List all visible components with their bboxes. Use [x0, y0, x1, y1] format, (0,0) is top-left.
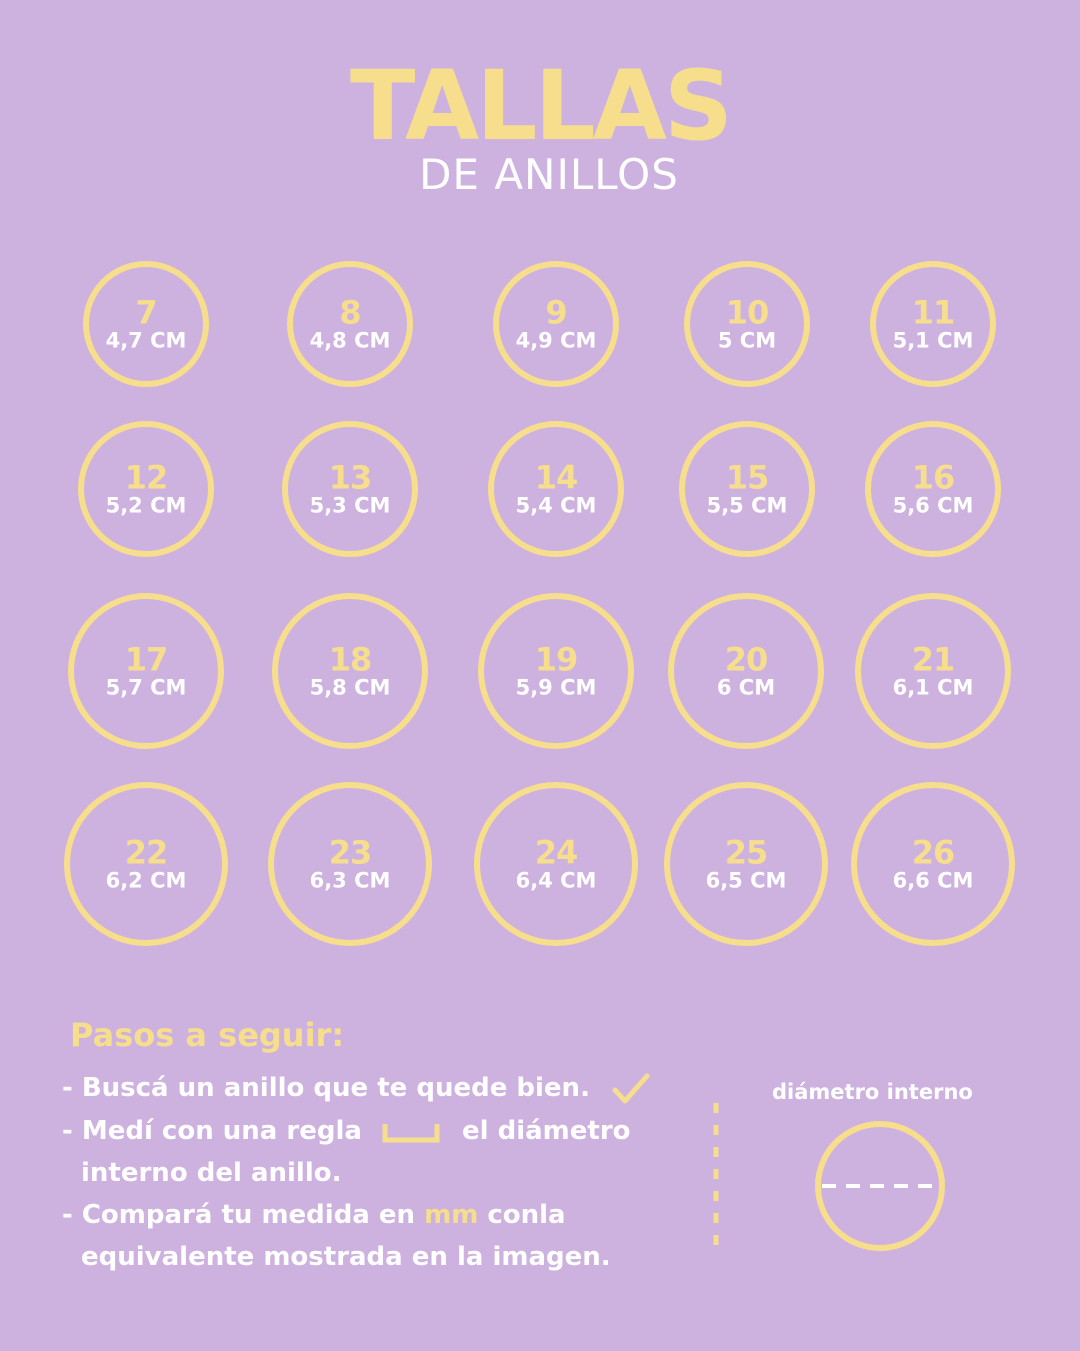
ring-size-14: 14 5,4 CM: [488, 421, 624, 557]
ring-size-number: 26: [911, 833, 956, 872]
ring-size-10: 10 5 CM: [684, 261, 810, 387]
ring-size-number: 12: [124, 458, 169, 497]
ring-size-cm: 4,9 CM: [515, 328, 597, 353]
ring-size-cm: 4,8 CM: [309, 328, 391, 353]
ring-size-number: 20: [724, 640, 769, 679]
ring-size-number: 10: [725, 293, 770, 332]
page-title: TALLAS: [349, 50, 733, 162]
steps-title: Pasos a seguir:: [70, 1016, 345, 1054]
ring-size-cm: 6,1 CM: [892, 675, 974, 700]
ring-label: 14 5,4 CM: [494, 462, 618, 517]
ring-label: 9 4,9 CM: [499, 297, 613, 352]
ring-size-cm: 6,6 CM: [892, 868, 974, 893]
ring-label: 12 5,2 CM: [84, 462, 208, 517]
ring-label: 26 6,6 CM: [857, 837, 1009, 892]
ring-size-number: 15: [725, 458, 770, 497]
diameter-label: diámetro interno: [772, 1080, 973, 1104]
ring-size-cm: 6 CM: [716, 675, 776, 700]
ring-size-25: 25 6,5 CM: [664, 782, 828, 946]
ring-size-number: 18: [328, 640, 373, 679]
ring-label: 8 4,8 CM: [293, 297, 407, 352]
inner-diameter-diagram: [713, 1103, 945, 1255]
ring-size-number: 11: [911, 293, 956, 332]
ring-size-number: 25: [724, 833, 769, 872]
ring-size-23: 23 6,3 CM: [268, 782, 432, 946]
ring-size-number: 7: [135, 293, 157, 332]
ring-size-cm: 5,7 CM: [105, 675, 187, 700]
ring-size-22: 22 6,2 CM: [64, 782, 228, 946]
ring-size-21: 21 6,1 CM: [855, 593, 1011, 749]
ring-size-cm: 5,9 CM: [515, 675, 597, 700]
ring-size-cm: 6,2 CM: [105, 868, 187, 893]
page-subtitle: DE ANILLOS: [419, 150, 679, 199]
ruler-icon: [382, 1124, 440, 1143]
ring-label: 24 6,4 CM: [480, 837, 632, 892]
ring-size-13: 13 5,3 CM: [282, 421, 418, 557]
ring-label: 17 5,7 CM: [74, 644, 218, 699]
ring-size-12: 12 5,2 CM: [78, 421, 214, 557]
ring-size-20: 20 6 CM: [668, 593, 824, 749]
ring-size-number: 9: [545, 293, 567, 332]
ring-label: 18 5,8 CM: [278, 644, 422, 699]
ring-label: 11 5,1 CM: [876, 297, 990, 352]
ring-size-cm: 5,8 CM: [309, 675, 391, 700]
ring-size-cm: 5,1 CM: [892, 328, 974, 353]
ring-label: 20 6 CM: [674, 644, 818, 699]
ring-size-cm: 5,5 CM: [706, 493, 788, 518]
ring-size-cm: 5,2 CM: [105, 493, 187, 518]
ring-size-number: 16: [911, 458, 956, 497]
ring-size-11: 11 5,1 CM: [870, 261, 996, 387]
ring-size-9: 9 4,9 CM: [493, 261, 619, 387]
ring-size-cm: 5 CM: [717, 328, 777, 353]
step-3-unit: mm: [424, 1200, 479, 1230]
ring-size-number: 23: [328, 833, 373, 872]
step-3-text-a: - Compará tu medida en: [62, 1200, 416, 1230]
step-2-text-c: interno del anillo.: [81, 1158, 342, 1188]
step-2-text-b: el diámetro: [462, 1116, 631, 1146]
ring-label: 23 6,3 CM: [274, 837, 426, 892]
step-3: - Compará tu medida en mm conla: [62, 1200, 566, 1230]
step-2-text-a: - Medí con una regla: [62, 1116, 362, 1146]
ring-size-number: 21: [911, 640, 956, 679]
ring-size-26: 26 6,6 CM: [851, 782, 1015, 946]
ring-size-16: 16 5,6 CM: [865, 421, 1001, 557]
ring-size-17: 17 5,7 CM: [68, 593, 224, 749]
ring-size-number: 19: [534, 640, 579, 679]
step-3-text-c: equivalente mostrada en la imagen.: [81, 1242, 611, 1272]
ring-label: 16 5,6 CM: [871, 462, 995, 517]
ring-size-number: 22: [124, 833, 169, 872]
ring-size-cm: 5,3 CM: [309, 493, 391, 518]
ring-size-number: 24: [534, 833, 579, 872]
check-icon: [612, 1073, 650, 1104]
ring-size-cm: 6,4 CM: [515, 868, 597, 893]
ring-label: 19 5,9 CM: [484, 644, 628, 699]
ring-size-cm: 5,6 CM: [892, 493, 974, 518]
ring-size-cm: 5,4 CM: [515, 493, 597, 518]
ring-label: 7 4,7 CM: [89, 297, 203, 352]
ring-label: 25 6,5 CM: [670, 837, 822, 892]
step-2: - Medí con una regla: [62, 1116, 362, 1146]
step-3-text-b: conla: [487, 1200, 566, 1230]
ring-size-number: 8: [339, 293, 361, 332]
ring-size-cm: 6,3 CM: [309, 868, 391, 893]
ring-size-19: 19 5,9 CM: [478, 593, 634, 749]
ring-size-number: 13: [328, 458, 373, 497]
step-1: - Buscá un anillo que te quede bien.: [62, 1073, 590, 1103]
ring-size-number: 14: [534, 458, 579, 497]
ring-size-24: 24 6,4 CM: [474, 782, 638, 946]
ring-label: 15 5,5 CM: [685, 462, 809, 517]
ring-label: 10 5 CM: [690, 297, 804, 352]
ring-size-cm: 6,5 CM: [705, 868, 787, 893]
ring-label: 21 6,1 CM: [861, 644, 1005, 699]
ring-outline-icon: [815, 1121, 945, 1251]
ring-size-cm: 4,7 CM: [105, 328, 187, 353]
ring-size-15: 15 5,5 CM: [679, 421, 815, 557]
ring-size-18: 18 5,8 CM: [272, 593, 428, 749]
ring-size-7: 7 4,7 CM: [83, 261, 209, 387]
ring-label: 22 6,2 CM: [70, 837, 222, 892]
ring-size-8: 8 4,8 CM: [287, 261, 413, 387]
ring-label: 13 5,3 CM: [288, 462, 412, 517]
ring-size-number: 17: [124, 640, 169, 679]
